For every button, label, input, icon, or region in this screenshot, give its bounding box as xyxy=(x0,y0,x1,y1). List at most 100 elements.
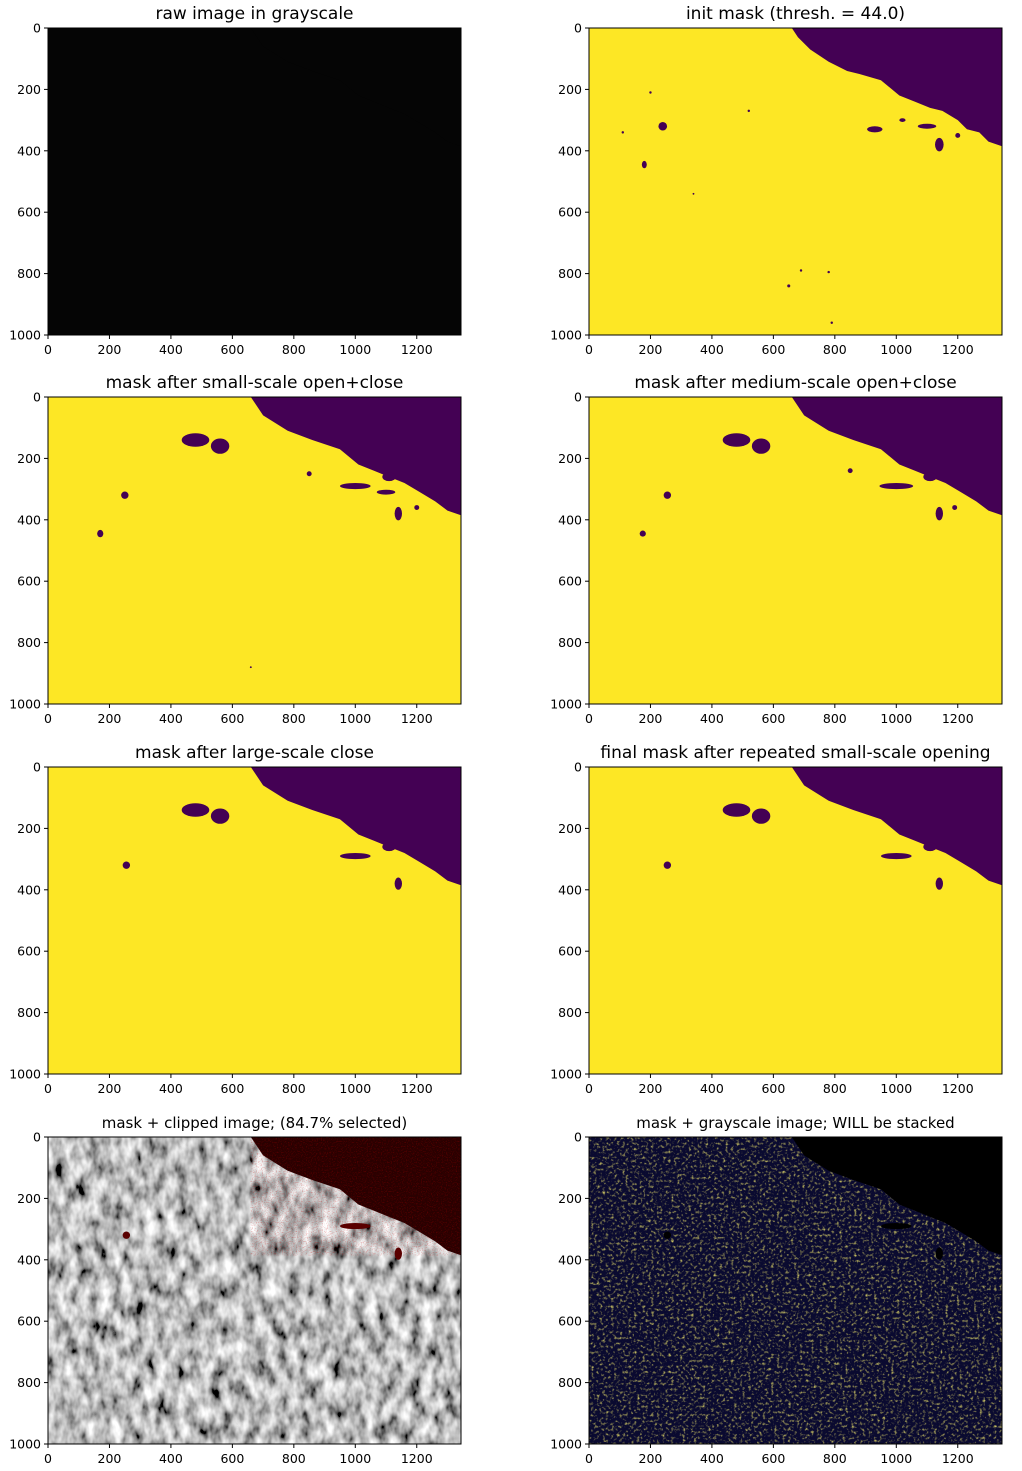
mask-hole xyxy=(339,852,371,860)
mask-hole xyxy=(917,123,937,129)
x-tick-label: 200 xyxy=(98,342,122,357)
x-tick-label: 200 xyxy=(639,1451,663,1466)
x-tick-label: 600 xyxy=(761,342,785,357)
x-tick-label: 1000 xyxy=(339,1451,371,1466)
mask-background-region xyxy=(791,28,1002,147)
panel-title: raw image in grayscale xyxy=(155,4,353,24)
mask-hole xyxy=(376,489,396,495)
y-tick-label: 200 xyxy=(17,1191,41,1206)
y-tick-label: 0 xyxy=(33,760,41,775)
x-tick-label: 1200 xyxy=(401,1081,433,1096)
x-tick-label: 0 xyxy=(585,342,593,357)
axes-frame xyxy=(47,396,462,705)
medium-image xyxy=(589,397,1002,704)
axes-frame xyxy=(588,1136,1003,1445)
mask-bay xyxy=(751,438,771,454)
panel-medium: 0 200 400 600 800 1000 1200 0 200 400 600 800 1000 ma… xyxy=(550,373,1003,726)
x-tick-label: 1200 xyxy=(942,1451,974,1466)
y-tick-label: 200 xyxy=(17,82,41,97)
x-tick-label: 200 xyxy=(98,1451,122,1466)
axes-frame xyxy=(588,27,1003,336)
mask-bay xyxy=(382,472,396,482)
y-tick-label: 400 xyxy=(17,882,41,897)
mask-bay xyxy=(722,433,751,447)
clipped-image xyxy=(48,1137,461,1444)
y-tick-label: 0 xyxy=(33,21,41,36)
y-tick-label: 200 xyxy=(17,821,41,836)
panel-title: final mask after repeated small-scale op… xyxy=(600,743,990,763)
x-tick-label: 200 xyxy=(98,711,122,726)
init-image xyxy=(589,28,1002,335)
mask-hole xyxy=(935,506,943,521)
mask-hole xyxy=(394,506,402,521)
y-tick-label: 800 xyxy=(17,266,41,281)
mask-hole xyxy=(830,321,833,324)
y-tick-label: 0 xyxy=(574,1130,582,1145)
mask-hole xyxy=(339,482,371,490)
y-tick-label: 600 xyxy=(17,944,41,959)
mask-hole xyxy=(879,482,914,490)
panel-title: mask after small-scale open+close xyxy=(106,373,404,393)
mask-bay xyxy=(210,808,230,824)
y-tick-label: 200 xyxy=(558,821,582,836)
x-tick-label: 0 xyxy=(44,1451,52,1466)
y-tick-label: 1000 xyxy=(550,1437,582,1452)
mask-hole xyxy=(955,132,961,138)
y-tick-label: 400 xyxy=(17,1252,41,1267)
x-tick-label: 600 xyxy=(220,1081,244,1096)
y-tick-label: 0 xyxy=(33,1130,41,1145)
axes-frame xyxy=(588,396,1003,705)
y-tick-label: 800 xyxy=(17,1375,41,1390)
mask-hole xyxy=(663,861,672,869)
mask-hole xyxy=(122,861,131,869)
clipped-hole xyxy=(339,1222,371,1230)
x-tick-label: 0 xyxy=(585,1451,593,1466)
panel-title: mask after large-scale close xyxy=(135,743,374,763)
mask-hole xyxy=(649,91,652,94)
mask-hole xyxy=(827,270,830,274)
x-tick-label: 0 xyxy=(585,711,593,726)
mask-bay xyxy=(751,808,771,824)
mask-hole xyxy=(952,505,958,510)
y-tick-label: 200 xyxy=(558,82,582,97)
y-tick-label: 1000 xyxy=(9,328,41,343)
x-tick-label: 400 xyxy=(159,342,183,357)
x-tick-label: 600 xyxy=(761,711,785,726)
panel-init: 0 200 400 600 800 1000 1200 0 200 400 600 800 1000 in… xyxy=(550,4,1003,357)
panel-final: 0 200 400 600 800 1000 1200 0 200 400 600 800 1000 fi… xyxy=(550,743,1003,1096)
axes-frame xyxy=(588,766,1003,1075)
mask-hole xyxy=(663,491,672,499)
mask-hole xyxy=(692,192,695,195)
raw-image xyxy=(48,28,461,335)
x-tick-label: 200 xyxy=(639,711,663,726)
stacked-hole xyxy=(663,1231,672,1239)
mask-bay xyxy=(181,803,210,817)
x-tick-label: 800 xyxy=(823,1451,847,1466)
mask-background-region xyxy=(250,397,461,516)
x-tick-label: 0 xyxy=(44,1081,52,1096)
mask-background-region xyxy=(250,767,461,886)
x-tick-label: 600 xyxy=(220,342,244,357)
mask-hole xyxy=(935,877,943,890)
y-tick-label: 600 xyxy=(17,1314,41,1329)
mask-bay xyxy=(181,433,210,447)
y-tick-label: 600 xyxy=(558,574,582,589)
y-tick-label: 600 xyxy=(17,205,41,220)
y-tick-label: 1000 xyxy=(9,1437,41,1452)
y-tick-label: 1000 xyxy=(9,697,41,712)
x-tick-label: 800 xyxy=(282,1081,306,1096)
y-tick-label: 0 xyxy=(574,390,582,405)
x-tick-label: 800 xyxy=(823,711,847,726)
x-tick-label: 600 xyxy=(220,711,244,726)
panel-title: mask + grayscale image; WILL be stacked xyxy=(636,1114,954,1132)
x-tick-label: 800 xyxy=(282,711,306,726)
x-tick-label: 1000 xyxy=(880,1451,912,1466)
clipped-hole xyxy=(394,1247,402,1260)
x-tick-label: 1200 xyxy=(401,711,433,726)
y-tick-label: 800 xyxy=(558,635,582,650)
y-tick-label: 0 xyxy=(33,390,41,405)
x-tick-label: 400 xyxy=(700,1451,724,1466)
y-tick-label: 800 xyxy=(558,266,582,281)
y-tick-label: 200 xyxy=(17,451,41,466)
x-tick-label: 1200 xyxy=(401,1451,433,1466)
